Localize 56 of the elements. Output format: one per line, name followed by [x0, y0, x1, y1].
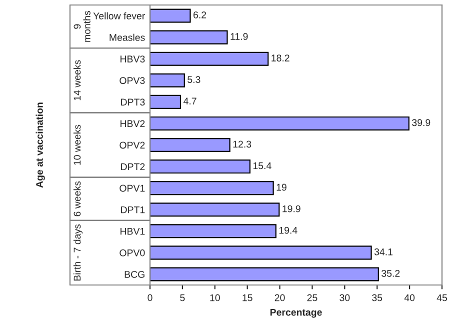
bar	[150, 160, 250, 174]
y-tick-label: HBV1	[120, 228, 145, 235]
bar	[150, 73, 185, 88]
data-label: 11.9	[230, 33, 248, 40]
y-tick-label: DPT2	[121, 163, 145, 170]
data-label: 4.7	[184, 98, 196, 104]
data-label: 35.2	[382, 270, 400, 277]
bar	[150, 202, 280, 217]
y-tick-label: OPV0	[120, 249, 145, 256]
bar	[150, 224, 276, 238]
bar	[150, 30, 228, 44]
y-tick-label: BCG	[124, 270, 144, 278]
data-label: 19	[276, 184, 286, 191]
y-tick-label: DPT1	[121, 206, 145, 214]
data-label: 34.1	[374, 248, 392, 256]
data-label: 19.9	[282, 205, 300, 212]
y-tick-label: OPV3	[120, 77, 145, 84]
bar	[150, 94, 182, 109]
bar	[150, 181, 274, 196]
bar	[150, 246, 372, 260]
x-tick-label: 10	[210, 294, 220, 302]
x-tick-label: 45	[436, 294, 447, 302]
bar	[150, 116, 410, 130]
data-label: 15.4	[253, 162, 272, 170]
y-tick-label: HBV2	[120, 120, 145, 127]
data-label: 19.4	[279, 226, 298, 234]
x-tick-label: 30	[340, 294, 350, 302]
data-label: 5.3	[188, 76, 200, 83]
y-tick-label: OPV2	[120, 142, 145, 149]
x-tick-label: 40	[404, 294, 415, 302]
bar	[150, 8, 191, 23]
x-tick-label: 5	[180, 294, 185, 302]
x-tick-label: 35	[372, 294, 382, 302]
bar	[150, 138, 230, 152]
text: 14 weeks	[73, 60, 81, 100]
x-tick-label: 0	[148, 294, 152, 302]
data-label: 18.2	[272, 54, 290, 62]
x-axis-title: Percentage	[270, 308, 322, 318]
text: Birth - 7 days	[73, 224, 83, 281]
y-axis-title: Age at vaccination	[36, 102, 45, 188]
y-tick-label: Measles	[110, 34, 145, 41]
x-tick-label: 15	[242, 294, 252, 302]
text: 10 weeks	[73, 124, 81, 165]
text: 9 months	[74, 10, 90, 42]
bar	[150, 52, 269, 66]
x-tick-label: 20	[274, 294, 285, 302]
data-label: 39.9	[412, 119, 430, 126]
y-tick-label: OPV1	[120, 184, 145, 192]
x-tick-label: 25	[307, 294, 318, 302]
y-tick-label: HBV3	[120, 56, 145, 62]
y-tick-label: Yellow fever	[93, 12, 145, 20]
text: 6 weeks	[73, 181, 81, 216]
bar	[150, 267, 379, 282]
data-label: 6.2	[194, 11, 206, 18]
y-tick-label: DPT3	[121, 98, 145, 106]
data-label: 12.3	[233, 140, 252, 148]
